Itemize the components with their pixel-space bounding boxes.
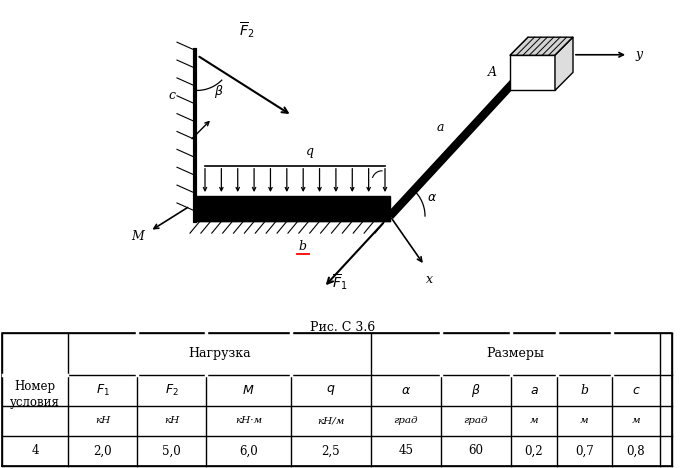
Text: $c$: $c$	[632, 384, 640, 397]
Bar	[195, 196, 390, 221]
Text: Номер: Номер	[14, 380, 56, 393]
Text: c: c	[169, 89, 176, 102]
Text: м: м	[632, 417, 640, 425]
Text: кН·м: кН·м	[235, 417, 262, 425]
Bar	[510, 55, 555, 90]
Polygon shape	[555, 37, 573, 90]
Text: кН/м: кН/м	[318, 417, 344, 425]
Text: м: м	[580, 417, 589, 425]
Text: $a$: $a$	[530, 384, 539, 397]
Text: $F_2$: $F_2$	[165, 383, 178, 398]
Text: м: м	[530, 417, 539, 425]
Text: $M$: $M$	[242, 384, 255, 397]
Text: 5,0: 5,0	[162, 445, 181, 458]
Polygon shape	[510, 37, 573, 55]
Text: 4: 4	[32, 445, 38, 458]
Text: 0,8: 0,8	[627, 445, 646, 458]
Text: $\overline{F}_2$: $\overline{F}_2$	[239, 20, 255, 40]
Text: кН: кН	[95, 417, 110, 425]
Text: 60: 60	[469, 445, 484, 458]
Text: кН: кН	[164, 417, 179, 425]
Text: A: A	[488, 66, 497, 80]
Text: 2,5: 2,5	[322, 445, 340, 458]
Text: b: b	[298, 240, 307, 253]
Text: 2,0: 2,0	[93, 445, 112, 458]
Text: M: M	[132, 230, 144, 242]
Text: 0,7: 0,7	[575, 445, 594, 458]
Text: q: q	[306, 145, 314, 158]
Text: условия: условия	[10, 396, 60, 409]
Text: Размеры: Размеры	[486, 347, 545, 360]
Text: 6,0: 6,0	[239, 445, 258, 458]
Text: $\alpha$: $\alpha$	[427, 191, 437, 204]
Text: 45: 45	[399, 445, 414, 458]
Text: b: b	[580, 384, 589, 397]
Text: Рис. С 3.6: Рис. С 3.6	[310, 321, 376, 334]
Text: град: град	[464, 417, 488, 425]
Text: $\alpha$: $\alpha$	[401, 384, 411, 397]
Text: $\beta$: $\beta$	[471, 382, 481, 399]
Text: $q$: $q$	[327, 383, 335, 397]
Text: $F_1$: $F_1$	[95, 383, 110, 398]
Text: град: град	[394, 417, 418, 425]
Text: $\overline{F}_1$: $\overline{F}_1$	[332, 272, 347, 292]
Text: x: x	[426, 273, 433, 286]
Text: y: y	[635, 48, 642, 61]
Text: Нагрузка: Нагрузка	[188, 347, 251, 360]
Text: $\beta$: $\beta$	[214, 83, 224, 101]
Text: 0,2: 0,2	[525, 445, 543, 458]
Text: a: a	[436, 121, 444, 134]
